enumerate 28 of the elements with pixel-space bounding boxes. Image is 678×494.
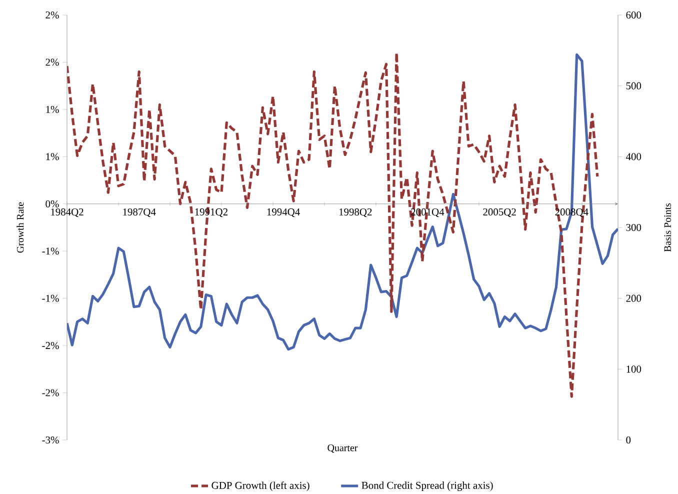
y2-tick-label: 500	[626, 82, 642, 90]
y-tick-label: -2%	[42, 389, 59, 396]
y2-axis-title: Basis Points	[664, 203, 671, 252]
y-tick-label: -1%	[42, 294, 59, 302]
y2-tick-label: 300	[626, 224, 642, 231]
y-axis-title: Growth Rate	[16, 202, 24, 253]
x-tick-label: 1987Q4	[123, 208, 156, 217]
legend-label: Bond Credit Spread (right axis)	[362, 481, 493, 491]
y-tick-label: 2%	[46, 58, 59, 66]
legend-label: GDP Growth (left axis)	[212, 481, 310, 491]
y-tick-label: 2%	[46, 11, 59, 18]
y-tick-label: 1%	[46, 152, 59, 160]
y-tick-label: -1%	[42, 247, 59, 255]
x-axis-title: Quarter	[328, 444, 358, 453]
y2-tick-label: 600	[626, 11, 642, 18]
y2-tick-label: 400	[626, 152, 642, 160]
y2-tick-label: 200	[626, 294, 642, 302]
y2-tick-label: 100	[626, 365, 642, 373]
x-tick-label: 2005Q2	[483, 208, 516, 217]
y-tick-label: 1%	[46, 106, 59, 113]
x-tick-label: 1994Q4	[267, 208, 300, 217]
y-tick-label: -2%	[42, 342, 59, 349]
x-tick-label: 1998Q2	[339, 208, 372, 217]
x-tick-label: 1984Q2	[51, 208, 84, 217]
y-tick-label: -3%	[42, 436, 59, 444]
y-tick-label: 0%	[46, 200, 59, 208]
x-tick-label: 1991Q2	[195, 208, 228, 217]
y2-tick-label: 0	[626, 436, 631, 444]
